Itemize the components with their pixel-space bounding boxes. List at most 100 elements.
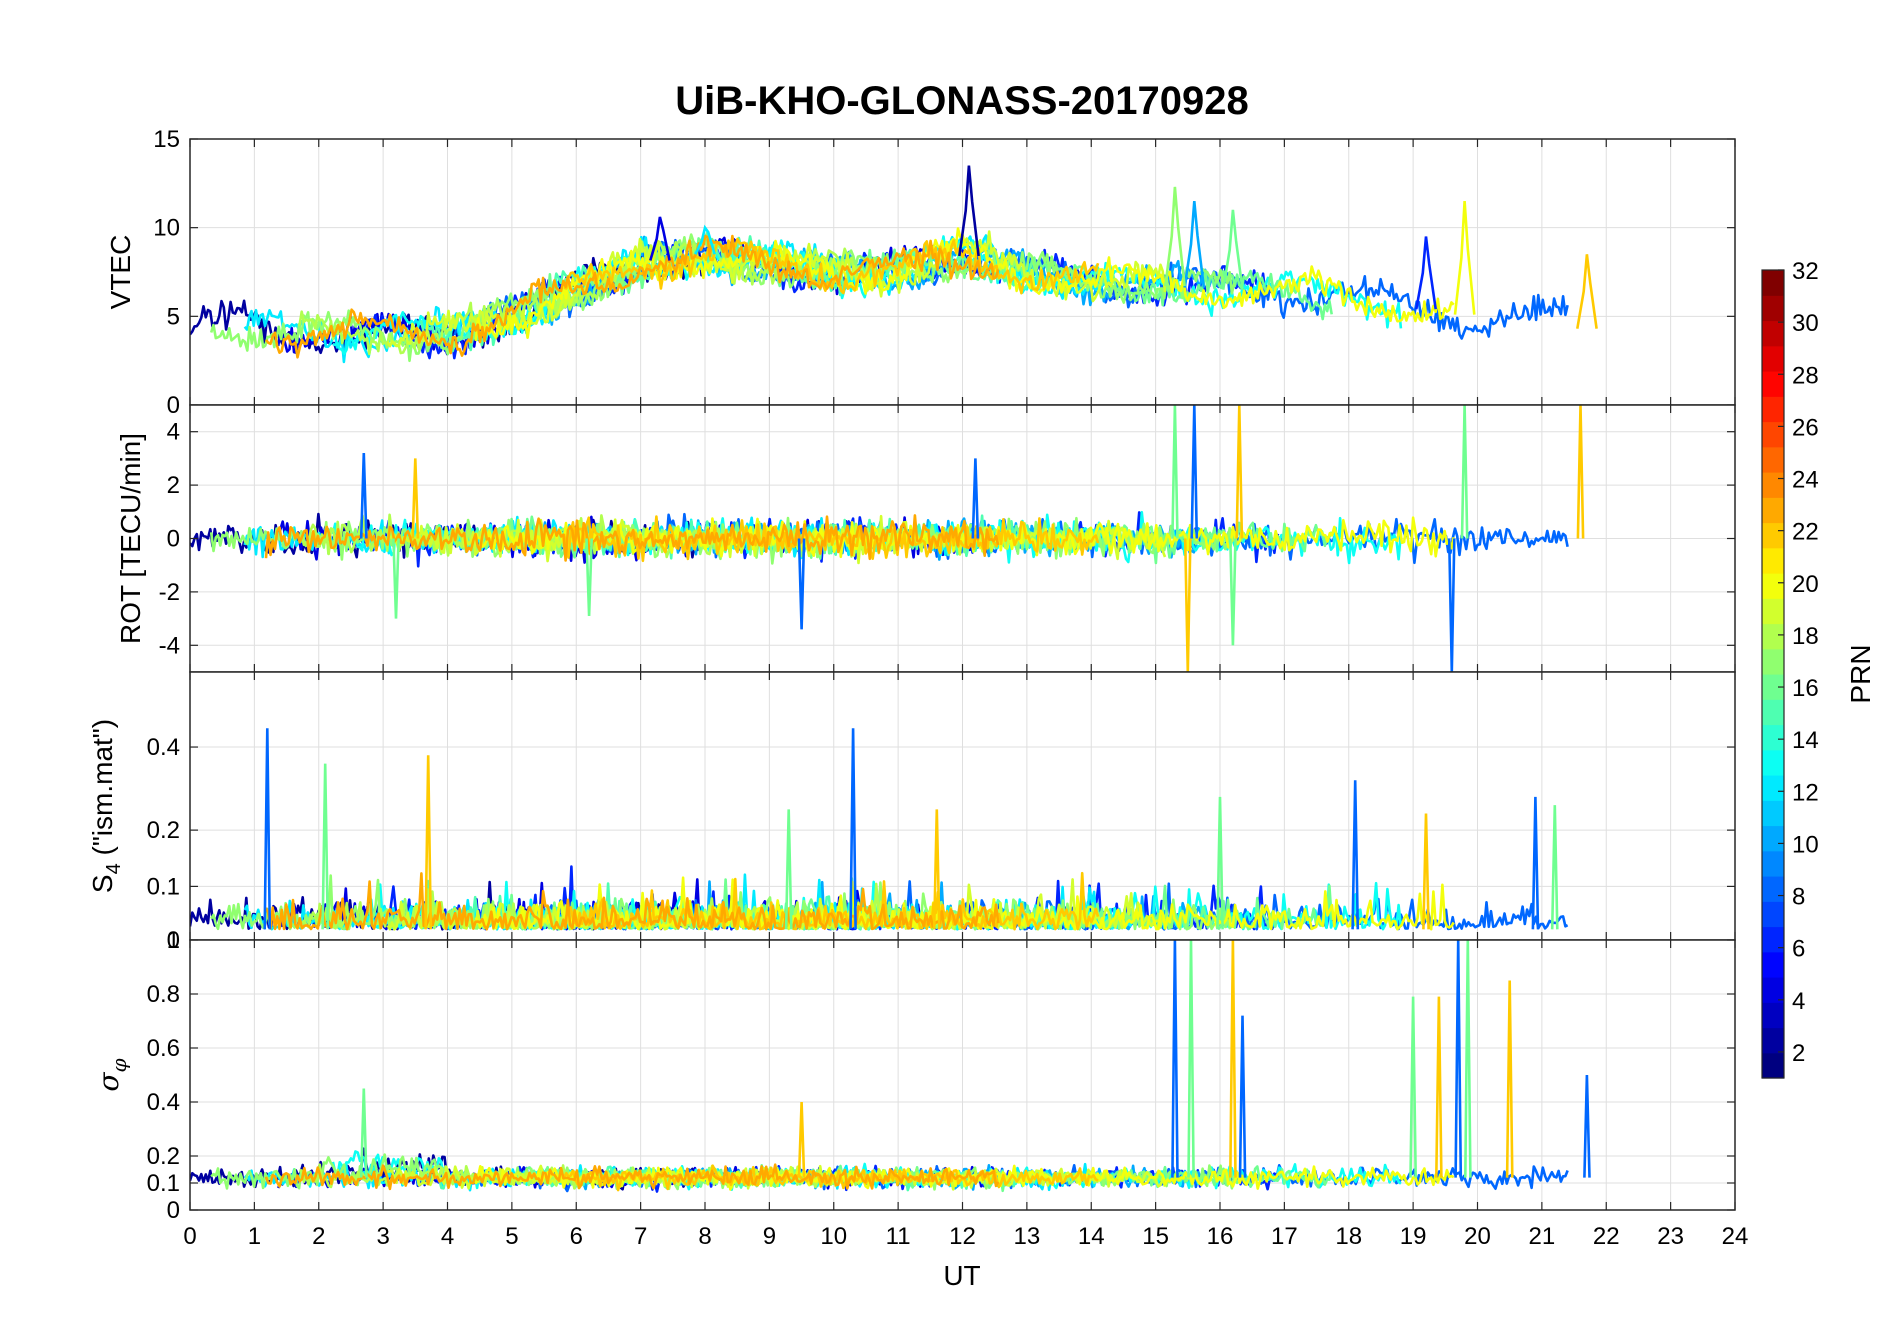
rot-spike xyxy=(1229,538,1237,646)
y-tick-label: 2 xyxy=(167,472,180,499)
colorbar-tick-label: 6 xyxy=(1792,936,1805,963)
colorbar-tick-label: 8 xyxy=(1792,884,1805,911)
rot-spike xyxy=(1447,538,1456,672)
y-tick-label: 10 xyxy=(153,215,180,242)
y-axis-label: VTEC xyxy=(105,235,136,310)
colorbar-cell xyxy=(1762,598,1784,625)
x-tick-labels: 0 1 2 3 4 5 6 7 8 9 10 11 12 13 14 15 16 17 18 19 20 21 22 23 24 xyxy=(183,1223,1748,1250)
sigma_phi-spike xyxy=(359,1088,368,1178)
y-tick-label: 0 xyxy=(167,1197,180,1224)
colorbar-cell xyxy=(1762,749,1784,776)
y-tick-label: -4 xyxy=(159,632,180,659)
series-group xyxy=(190,728,1569,931)
x-tick-label: 7 xyxy=(634,1223,647,1250)
x-tick-label: 15 xyxy=(1142,1223,1169,1250)
rot-spike xyxy=(1183,538,1192,672)
colorbar-cell xyxy=(1762,977,1784,1003)
colorbar-tick-label: 32 xyxy=(1792,258,1819,285)
x-tick-label: 16 xyxy=(1207,1223,1234,1250)
sigma_phi-spike xyxy=(1435,996,1443,1178)
y-tick-label: 0.2 xyxy=(147,817,180,844)
x-tick-label: 17 xyxy=(1271,1223,1298,1250)
vtec-peak xyxy=(1183,200,1206,288)
vtec-peak xyxy=(1453,201,1476,315)
s4-spike xyxy=(1216,796,1224,930)
s4-spike xyxy=(321,763,330,930)
series-line-prn-23 xyxy=(264,514,1000,562)
colorbar-frame xyxy=(1761,269,1785,1079)
colorbar-cell xyxy=(1762,623,1784,650)
sigma_phi-spike xyxy=(1229,940,1237,1178)
x-tick-label: 12 xyxy=(949,1223,976,1250)
panel-s4: 0.1 0.2 0.4 0 S4 ("ism.mat") xyxy=(87,671,1736,954)
y-tick-label: 0.1 xyxy=(147,1170,180,1197)
rot-spike xyxy=(1576,405,1585,539)
rot-spike xyxy=(411,458,420,539)
colorbar-cell xyxy=(1762,800,1784,827)
x-tick-label: 3 xyxy=(376,1223,389,1250)
x-tick-label: 22 xyxy=(1593,1223,1620,1250)
sigma_phi-spike xyxy=(1454,940,1463,1178)
colorbar-cell xyxy=(1762,699,1784,726)
x-tick-label: 4 xyxy=(441,1223,454,1250)
colorbar-cell xyxy=(1762,901,1784,928)
colorbar-cell xyxy=(1762,724,1784,751)
s4-spike xyxy=(1531,796,1540,930)
colorbar-tick-label: 18 xyxy=(1792,623,1819,650)
colorbar-cell xyxy=(1762,547,1784,574)
y-tick-label: 0.2 xyxy=(147,1143,180,1170)
sigma_phi-spike xyxy=(1171,940,1179,1178)
s4-spike xyxy=(1550,805,1559,930)
panel-vtec: 0 5 10 15 VTEC xyxy=(105,126,1736,419)
vtec-peak xyxy=(1415,236,1437,310)
x-axis-label: UT xyxy=(943,1260,980,1291)
colorbar-cell xyxy=(1762,951,1784,978)
colorbar-tick-label: 30 xyxy=(1792,310,1819,337)
vtec-peak xyxy=(1221,209,1244,290)
colorbar-cell xyxy=(1762,396,1784,423)
rot-spike xyxy=(971,458,980,539)
x-tick-label: 2 xyxy=(312,1223,325,1250)
y-tick-label: 0.4 xyxy=(147,1089,180,1116)
y-tick-label: 0.1 xyxy=(147,873,180,900)
colorbar-cell xyxy=(1762,522,1784,549)
rot-spike xyxy=(1171,405,1179,539)
y-tick-label: 0 xyxy=(167,526,180,553)
colorbar-cell xyxy=(1762,270,1784,296)
series-group xyxy=(190,165,1598,364)
sigma_phi-spike xyxy=(797,1101,806,1178)
colorbar-tick-label: 14 xyxy=(1792,727,1819,754)
s4-spike xyxy=(849,728,857,930)
sigma_phi-spike xyxy=(1583,1074,1591,1178)
vtec-peak xyxy=(694,224,716,255)
colorbar-cell xyxy=(1762,825,1784,852)
x-tick-label: 24 xyxy=(1722,1223,1749,1250)
colorbar-tick-label: 24 xyxy=(1792,467,1819,494)
colorbar-cell xyxy=(1762,472,1784,498)
x-tick-label: 13 xyxy=(1014,1223,1041,1250)
colorbar-cell xyxy=(1762,371,1784,397)
series-line-prn-20 xyxy=(474,227,1455,342)
sigma_phi-spike xyxy=(1505,980,1514,1178)
sigma_phi-spike xyxy=(1238,1015,1247,1178)
colorbar-label: PRN xyxy=(1845,644,1876,703)
colorbar-cell xyxy=(1762,1002,1784,1029)
y-tick-label: 1 xyxy=(167,927,180,954)
y-tick-label: 0.4 xyxy=(147,734,180,761)
s4-spike xyxy=(1351,780,1360,930)
rot-spike xyxy=(585,538,593,616)
colorbar-cell xyxy=(1762,345,1784,372)
s4-spike xyxy=(1422,813,1430,930)
colorbar-cell xyxy=(1762,674,1784,700)
colorbar-cell xyxy=(1762,497,1784,524)
y-tick-label: 0 xyxy=(167,392,180,419)
chart-title: UiB-KHO-GLONASS-20170928 xyxy=(675,79,1249,123)
colorbar-tick-label: 28 xyxy=(1792,362,1819,389)
vtec-peak xyxy=(958,165,980,257)
y-axis-label: σφ xyxy=(92,1058,131,1091)
rot-spike xyxy=(1190,405,1199,539)
colorbar-cell xyxy=(1762,876,1784,902)
colorbar-tick-label: 22 xyxy=(1792,519,1819,546)
colorbar-cell xyxy=(1762,573,1784,599)
